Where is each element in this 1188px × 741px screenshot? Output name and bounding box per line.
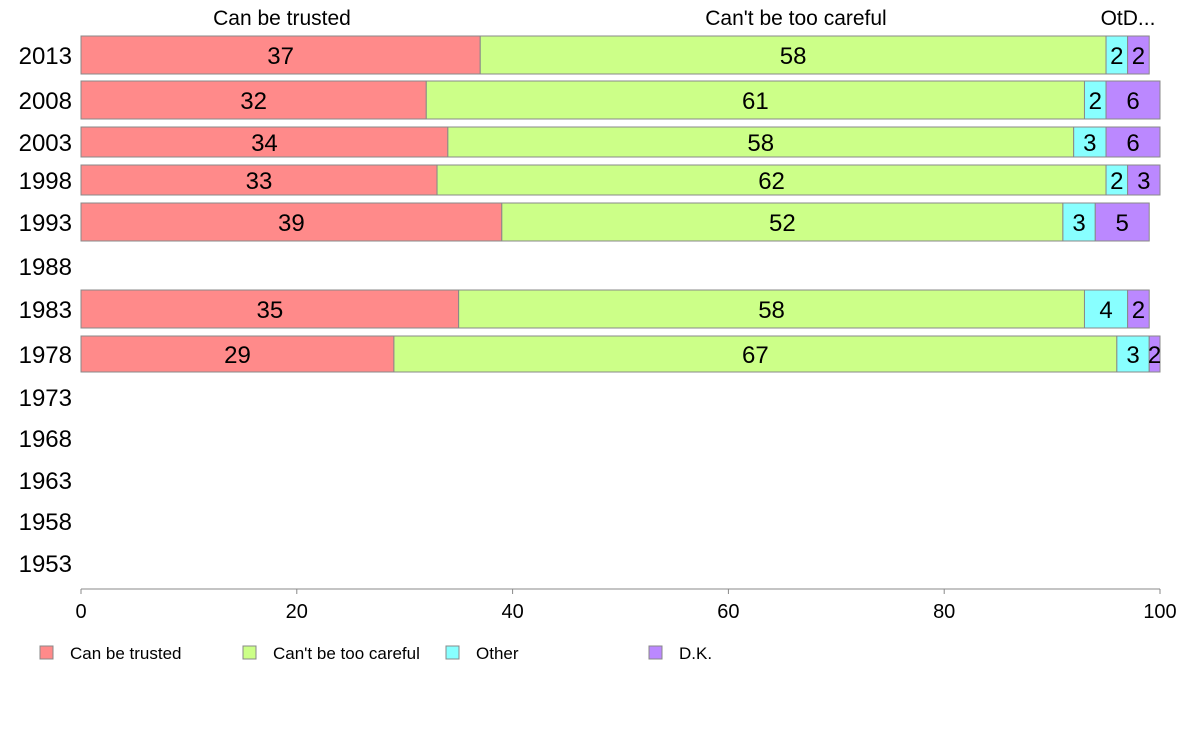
bar-segment <box>1094 202 1150 242</box>
year-label: 1968 <box>19 426 72 453</box>
data-label: 32 <box>240 88 267 115</box>
year-label: 1953 <box>19 551 72 578</box>
year-label: 1983 <box>19 297 72 324</box>
column-header: Can't be too careful <box>705 7 886 30</box>
data-label: 62 <box>758 168 785 195</box>
x-tick-label: 40 <box>501 601 523 623</box>
year-label: 2008 <box>19 88 72 115</box>
bar-segment <box>1127 164 1161 196</box>
x-axis: 0 20 40 60 80 100 <box>75 588 1177 623</box>
data-label: 58 <box>780 43 807 70</box>
year-label: 1998 <box>19 168 72 195</box>
bar-segment <box>436 164 1107 196</box>
bar-segment <box>458 289 1085 329</box>
legend-label: Other <box>476 644 519 663</box>
data-label: 2 <box>1110 43 1123 70</box>
year-label: 1988 <box>19 254 72 281</box>
x-tick-label: 100 <box>1143 601 1176 623</box>
legend-swatch <box>242 645 257 660</box>
data-label: 67 <box>742 342 769 369</box>
x-tick-label: 80 <box>933 601 955 623</box>
x-tick-label: 20 <box>286 601 308 623</box>
data-label: 37 <box>267 43 294 70</box>
legend-swatch <box>445 645 460 660</box>
data-label: 58 <box>758 297 785 324</box>
bar-segment <box>1127 35 1150 75</box>
data-label: 61 <box>742 88 769 115</box>
bar-segment <box>80 289 460 329</box>
data-label: 2 <box>1089 88 1102 115</box>
legend-swatch <box>648 645 663 660</box>
year-label: 2013 <box>19 43 72 70</box>
year-label: 1993 <box>19 210 72 237</box>
data-label: 6 <box>1126 130 1139 157</box>
bar-segment <box>80 335 395 373</box>
year-label: 1978 <box>19 342 72 369</box>
data-label: 2 <box>1132 43 1145 70</box>
bar-segment <box>80 126 449 158</box>
bar-segment <box>501 202 1064 242</box>
data-label: 3 <box>1126 342 1139 369</box>
bars: 37 58 2 232 61 2 634 58 3 633 62 2 339 52 3 535 58 4 229 67… <box>80 35 1161 373</box>
year-label: 1973 <box>19 385 72 412</box>
year-label: 1963 <box>19 468 72 495</box>
bar-segment <box>447 126 1075 158</box>
legend-label: D.K. <box>679 644 712 663</box>
bar-segment <box>1148 335 1161 373</box>
data-label: 2 <box>1110 168 1123 195</box>
data-label: 52 <box>769 210 796 237</box>
bar-segment <box>80 202 503 242</box>
data-label: 3 <box>1072 210 1085 237</box>
data-label: 34 <box>251 130 278 157</box>
legend: Can be trusted Can't be too careful Other D… <box>39 644 712 663</box>
bar-segment <box>1062 202 1096 242</box>
data-label: 58 <box>747 130 774 157</box>
column-headers: Can be trusted Can't be too careful OtD... <box>213 7 1155 30</box>
column-header: Can be trusted <box>213 7 351 30</box>
bar-segment <box>425 80 1085 120</box>
year-labels: 2013 2008 2003 1998 1993 1988 1983 1978 1973 1968… <box>19 43 72 578</box>
data-label: 4 <box>1099 297 1112 324</box>
data-label: 35 <box>256 297 283 324</box>
x-tick-label: 0 <box>75 601 86 623</box>
column-header: OtD... <box>1101 7 1156 30</box>
bar-segment <box>1127 289 1150 329</box>
data-label: 5 <box>1116 210 1129 237</box>
data-label: 2 <box>1148 342 1161 369</box>
data-label: 6 <box>1126 88 1139 115</box>
legend-swatch <box>39 645 54 660</box>
bar-segment <box>1105 80 1161 120</box>
bar-segment <box>393 335 1118 373</box>
legend-label: Can't be too careful <box>273 644 420 663</box>
data-label: 39 <box>278 210 305 237</box>
bar-segment <box>80 35 481 75</box>
bar-segment <box>80 164 438 196</box>
data-label: 2 <box>1132 297 1145 324</box>
year-label: 1958 <box>19 509 72 536</box>
x-tick-label: 60 <box>717 601 739 623</box>
data-label: 29 <box>224 342 251 369</box>
bar-segment <box>1105 126 1161 158</box>
data-label: 3 <box>1083 130 1096 157</box>
year-label: 2003 <box>19 130 72 157</box>
data-label: 33 <box>246 168 273 195</box>
legend-label: Can be trusted <box>70 644 182 663</box>
data-label: 3 <box>1137 168 1150 195</box>
bar-segment <box>479 35 1107 75</box>
